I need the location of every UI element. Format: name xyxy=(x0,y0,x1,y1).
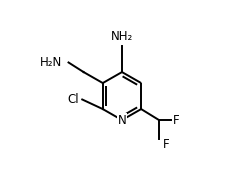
Text: F: F xyxy=(163,138,170,151)
Text: F: F xyxy=(173,114,179,127)
Text: NH₂: NH₂ xyxy=(111,30,133,43)
Text: N: N xyxy=(118,114,126,127)
Text: H₂N: H₂N xyxy=(40,56,62,69)
Text: Cl: Cl xyxy=(68,93,79,106)
